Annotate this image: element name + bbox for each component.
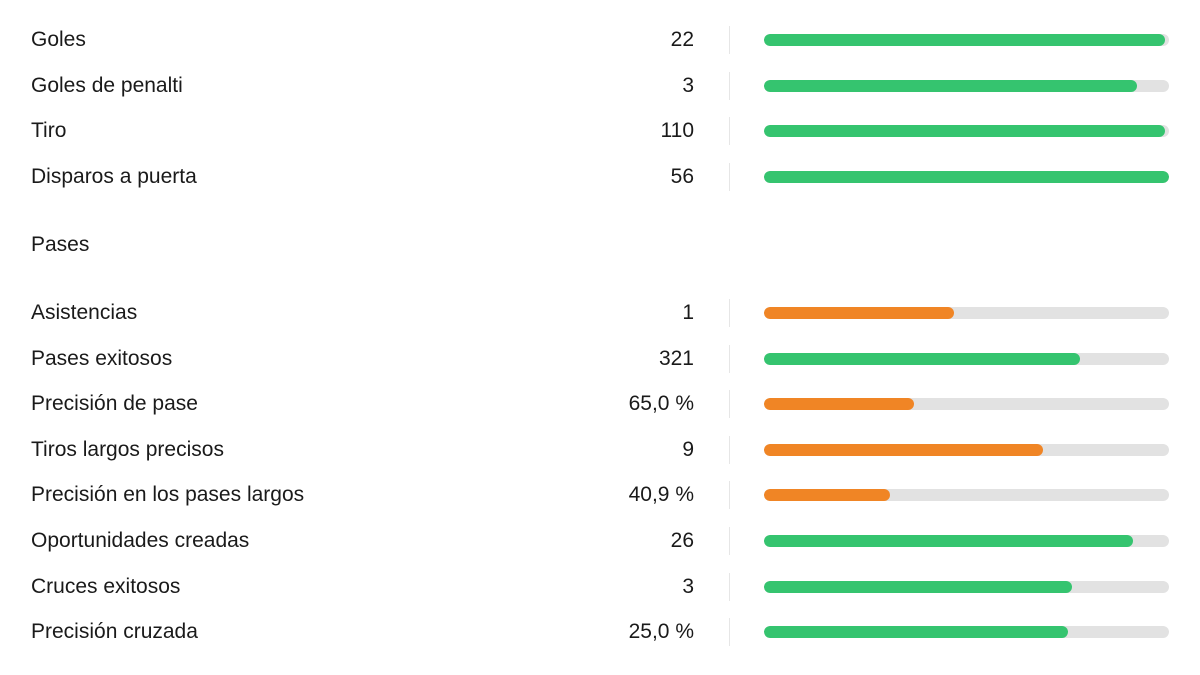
percentile-bar-track xyxy=(764,307,1169,319)
percentile-bar-track xyxy=(764,580,1169,593)
percentile-bar-fill xyxy=(764,170,1169,183)
stat-row: Goles de penalti 3 xyxy=(0,63,1200,109)
percentile-bar-fill xyxy=(764,443,1044,456)
stat-divider xyxy=(729,527,730,555)
stat-divider xyxy=(729,71,730,100)
percentile-bar-track xyxy=(764,535,1169,547)
stat-divider xyxy=(729,299,730,327)
stat-row: Tiro 110 xyxy=(0,108,1200,154)
stat-row: Pases exitosos 321 xyxy=(0,336,1200,382)
stat-row: Oportunidades creadas 26 xyxy=(0,518,1200,564)
stat-value: 56 xyxy=(670,164,694,188)
stat-label: Precisión de pase xyxy=(31,392,198,416)
percentile-bar-fill xyxy=(764,79,1137,92)
stat-value: 40,9 % xyxy=(628,483,694,507)
stat-divider xyxy=(729,162,730,191)
stat-row: Tiros largos precisos 9 xyxy=(0,427,1200,473)
percentile-bar-track xyxy=(764,398,1169,411)
stat-label: Tiro xyxy=(31,119,67,143)
stat-divider xyxy=(729,390,730,419)
stat-label: Goles xyxy=(31,28,86,51)
percentile-bar-fill xyxy=(764,352,1080,365)
stat-label: Oportunidades creadas xyxy=(31,529,250,552)
stat-value: 9 xyxy=(682,437,694,461)
stat-divider xyxy=(729,344,730,373)
percentile-bar-fill xyxy=(764,34,1165,46)
stat-label: Tiros largos precisos xyxy=(31,437,224,461)
percentile-bar-track xyxy=(764,626,1169,639)
percentile-bar-fill xyxy=(764,307,955,319)
stat-value: 3 xyxy=(682,574,694,598)
stat-divider xyxy=(729,572,730,601)
stat-row: Precisión de pase 65,0 % xyxy=(0,381,1200,427)
percentile-bar-fill xyxy=(764,125,1165,138)
stat-row: Goles 22 xyxy=(0,17,1200,63)
stat-label: Asistencias xyxy=(31,301,138,324)
stat-value: 65,0 % xyxy=(628,392,694,416)
stat-divider xyxy=(729,117,730,146)
percentile-bar-fill xyxy=(764,626,1068,639)
stat-divider xyxy=(729,26,730,54)
stat-label: Goles de penalti xyxy=(31,73,183,97)
stat-value: 110 xyxy=(660,119,694,143)
stat-divider xyxy=(729,618,730,647)
stat-row: Cruces exitosos 3 xyxy=(0,564,1200,610)
percentile-bar-track xyxy=(764,352,1169,365)
stat-value: 26 xyxy=(670,529,694,552)
stat-value: 321 xyxy=(658,346,694,370)
stat-value: 3 xyxy=(682,73,694,97)
section-title-passes: Pases xyxy=(31,233,90,256)
stat-value: 1 xyxy=(682,301,694,324)
stat-row: Precisión cruzada 25,0 % xyxy=(0,609,1200,655)
percentile-bar-track xyxy=(764,125,1169,138)
percentile-bar-fill xyxy=(764,535,1133,547)
stat-label: Precisión cruzada xyxy=(31,620,198,644)
stat-label: Pases exitosos xyxy=(31,346,173,370)
stat-label: Cruces exitosos xyxy=(31,574,181,598)
percentile-bar-track xyxy=(764,443,1169,456)
stat-row: Asistencias 1 xyxy=(0,290,1200,336)
stat-value: 25,0 % xyxy=(628,620,694,644)
stat-label: Disparos a puerta xyxy=(31,164,197,188)
percentile-bar-track xyxy=(764,170,1169,183)
stat-row: Precisión en los pases largos 40,9 % xyxy=(0,472,1200,518)
stat-value: 22 xyxy=(670,28,694,51)
percentile-bar-fill xyxy=(764,489,890,502)
percentile-bar-track xyxy=(764,34,1169,46)
percentile-bar-fill xyxy=(764,580,1072,593)
stat-label: Precisión en los pases largos xyxy=(31,483,305,507)
percentile-bar-fill xyxy=(764,398,914,411)
percentile-bar-track xyxy=(764,79,1169,92)
stat-divider xyxy=(729,435,730,464)
stat-divider xyxy=(729,481,730,510)
percentile-bar-track xyxy=(764,489,1169,502)
stat-row: Disparos a puerta 56 xyxy=(0,154,1200,200)
